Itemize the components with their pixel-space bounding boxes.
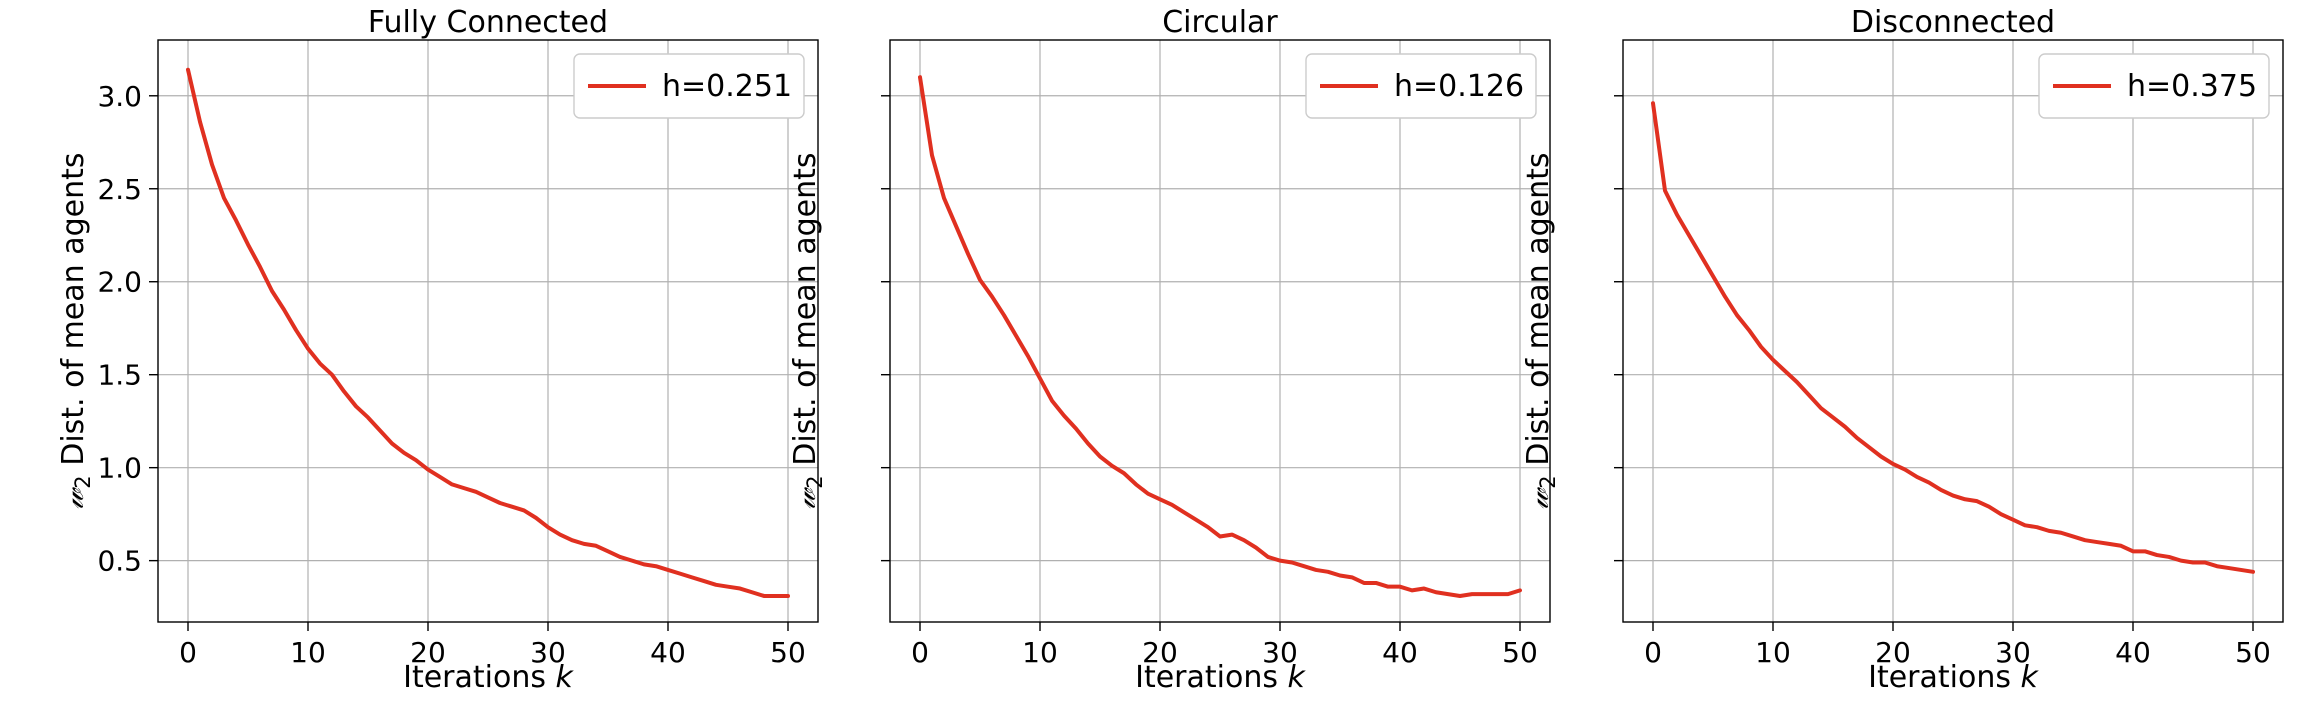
x-axis-label: Iterations k bbox=[1135, 660, 1306, 695]
x-tick-label: 20 bbox=[1142, 636, 1178, 669]
x-axis-label: Iterations k bbox=[403, 660, 574, 695]
x-tick-label: 20 bbox=[410, 636, 446, 669]
y-tick-label: 0.5 bbox=[97, 545, 142, 578]
legend: h=0.126 bbox=[1305, 53, 1537, 119]
chart-title: Fully Connected bbox=[368, 5, 608, 40]
x-tick-label: 0 bbox=[179, 636, 197, 669]
x-tick-label: 50 bbox=[2235, 636, 2271, 669]
legend: h=0.251 bbox=[573, 53, 805, 119]
x-tick-label: 40 bbox=[1382, 636, 1418, 669]
axes-frame bbox=[889, 39, 1551, 623]
axes-frame bbox=[157, 39, 819, 623]
series-line-1 bbox=[918, 75, 1522, 598]
x-tick-label: 0 bbox=[911, 636, 929, 669]
axes-frame bbox=[1622, 39, 2284, 623]
legend-label: h=0.251 bbox=[662, 69, 792, 104]
legend: h=0.375 bbox=[2038, 53, 2270, 119]
chart-panel-1: 0 10 20 30 40 50 0.5 1.0 1.5 2.0 2.5 3.0 Fully Conne… bbox=[56, 5, 819, 695]
chart-panel-3: 0 10 20 30 40 50 Disconnected Iterations k 𝓌2 Di… bbox=[1521, 5, 2284, 695]
legend-label: h=0.375 bbox=[2127, 69, 2257, 104]
x-tick-label: 10 bbox=[1022, 636, 1058, 669]
x-tick-label: 20 bbox=[1875, 636, 1911, 669]
y-tick-label: 2.0 bbox=[97, 266, 142, 299]
y-tick-label: 1.5 bbox=[97, 359, 142, 392]
x-tick-label: 50 bbox=[770, 636, 806, 669]
y-axis-label: 𝓌2 Dist. of mean agents bbox=[56, 153, 95, 510]
y-tick-label: 1.0 bbox=[97, 452, 142, 485]
x-tick-label: 10 bbox=[1755, 636, 1791, 669]
y-tick-label: 2.5 bbox=[97, 173, 142, 206]
x-tick-label: 30 bbox=[530, 636, 566, 669]
chart-panel-2: 0 10 20 30 40 50 Circular Iterations k 𝓌2 Dist. … bbox=[788, 5, 1551, 695]
series-line-1 bbox=[186, 67, 790, 598]
x-axis-label: Iterations k bbox=[1868, 660, 2039, 695]
x-tick-label: 40 bbox=[650, 636, 686, 669]
chart-title: Disconnected bbox=[1851, 5, 2055, 40]
x-tick-label: 50 bbox=[1502, 636, 1538, 669]
x-tick-label: 0 bbox=[1644, 636, 1662, 669]
x-tick-label: 30 bbox=[1262, 636, 1298, 669]
series-line-1 bbox=[1651, 101, 2255, 574]
x-tick-label: 10 bbox=[290, 636, 326, 669]
y-axis-label: 𝓌2 Dist. of mean agents bbox=[1521, 153, 1560, 510]
y-axis-label: 𝓌2 Dist. of mean agents bbox=[788, 153, 827, 510]
y-tick-label: 3.0 bbox=[97, 80, 142, 113]
legend-box bbox=[1305, 53, 1537, 119]
legend-box bbox=[573, 53, 805, 119]
x-tick-label: 30 bbox=[1995, 636, 2031, 669]
x-tick-label: 40 bbox=[2115, 636, 2151, 669]
legend-label: h=0.126 bbox=[1394, 69, 1524, 104]
legend-box bbox=[2038, 53, 2270, 119]
chart-title: Circular bbox=[1162, 5, 1278, 40]
